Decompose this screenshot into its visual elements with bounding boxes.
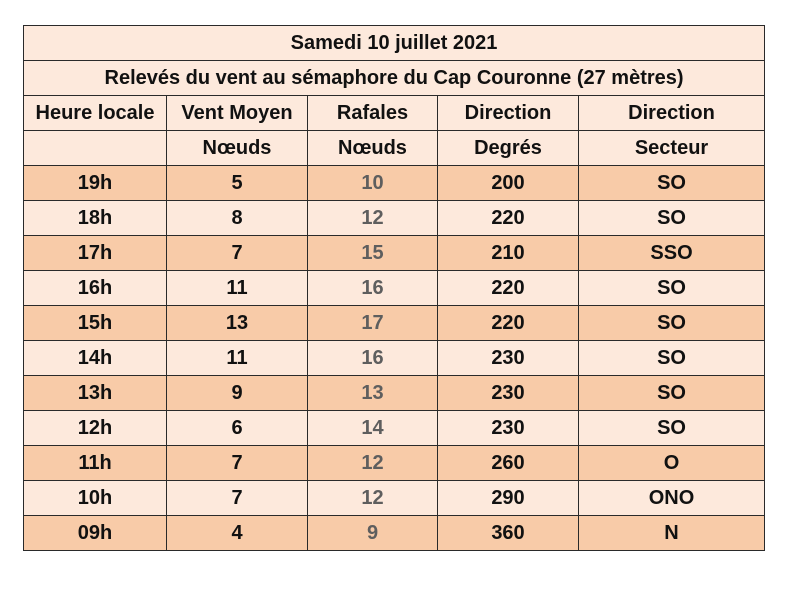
header-direction-degres: Direction bbox=[437, 95, 579, 131]
cell-rafales: 16 bbox=[307, 270, 438, 306]
table-row: 19h 5 10 200 SO bbox=[23, 165, 766, 201]
cell-direction-degres: 230 bbox=[437, 410, 579, 446]
wind-table-body: Samedi 10 juillet 2021 Relevés du vent a… bbox=[22, 25, 766, 551]
unit-direction-degres: Degrés bbox=[437, 130, 579, 166]
cell-vent-moyen: 6 bbox=[166, 410, 308, 446]
cell-heure: 09h bbox=[23, 515, 167, 551]
cell-vent-moyen: 7 bbox=[166, 445, 308, 481]
cell-direction-secteur: SO bbox=[577, 410, 766, 446]
table-row: 14h 11 16 230 SO bbox=[23, 340, 766, 376]
cell-vent-moyen: 7 bbox=[166, 480, 308, 516]
header-heure-locale: Heure locale bbox=[23, 95, 167, 131]
cell-vent-moyen: 4 bbox=[166, 515, 308, 551]
cell-rafales: 12 bbox=[307, 445, 438, 481]
table-row: 17h 7 15 210 SSO bbox=[23, 235, 766, 271]
table-row: 10h 7 12 290 ONO bbox=[23, 480, 766, 516]
cell-vent-moyen: 7 bbox=[166, 235, 308, 271]
cell-direction-secteur: N bbox=[577, 515, 766, 551]
cell-rafales: 15 bbox=[307, 235, 438, 271]
cell-rafales: 17 bbox=[307, 305, 438, 341]
title-row: Samedi 10 juillet 2021 bbox=[22, 25, 766, 61]
cell-direction-degres: 220 bbox=[437, 270, 579, 306]
cell-direction-degres: 200 bbox=[437, 165, 579, 201]
cell-rafales: 12 bbox=[307, 200, 438, 236]
cell-direction-degres: 230 bbox=[437, 340, 579, 376]
cell-rafales: 16 bbox=[307, 340, 438, 376]
cell-direction-degres: 210 bbox=[437, 235, 579, 271]
cell-direction-secteur: ONO bbox=[577, 480, 766, 516]
cell-direction-degres: 360 bbox=[437, 515, 579, 551]
cell-vent-moyen: 11 bbox=[166, 340, 308, 376]
cell-direction-degres: 260 bbox=[437, 445, 579, 481]
cell-heure: 15h bbox=[23, 305, 167, 341]
subtitle-row: Relevés du vent au sémaphore du Cap Cour… bbox=[22, 60, 766, 96]
cell-direction-secteur: SSO bbox=[577, 235, 766, 271]
cell-direction-secteur: SO bbox=[577, 340, 766, 376]
table-row: 12h 6 14 230 SO bbox=[23, 410, 766, 446]
cell-rafales: 9 bbox=[307, 515, 438, 551]
cell-heure: 14h bbox=[23, 340, 167, 376]
cell-rafales: 13 bbox=[307, 375, 438, 411]
table-row: 09h 4 9 360 N bbox=[23, 515, 766, 551]
header-row: Heure locale Vent Moyen Rafales Directio… bbox=[23, 95, 766, 131]
cell-direction-secteur: SO bbox=[577, 375, 766, 411]
cell-rafales: 10 bbox=[307, 165, 438, 201]
cell-direction-secteur: SO bbox=[577, 200, 766, 236]
cell-vent-moyen: 13 bbox=[166, 305, 308, 341]
cell-direction-degres: 290 bbox=[437, 480, 579, 516]
unit-rafales: Nœuds bbox=[307, 130, 438, 166]
header-rafales: Rafales bbox=[307, 95, 438, 131]
cell-vent-moyen: 5 bbox=[166, 165, 308, 201]
cell-heure: 16h bbox=[23, 270, 167, 306]
unit-vent-moyen: Nœuds bbox=[166, 130, 308, 166]
cell-direction-secteur: SO bbox=[577, 305, 766, 341]
unit-heure-locale bbox=[23, 130, 167, 166]
cell-direction-secteur: SO bbox=[577, 165, 766, 201]
cell-heure: 10h bbox=[23, 480, 167, 516]
cell-heure: 18h bbox=[23, 200, 167, 236]
cell-direction-degres: 220 bbox=[437, 200, 579, 236]
header-vent-moyen: Vent Moyen bbox=[166, 95, 308, 131]
unit-direction-secteur: Secteur bbox=[577, 130, 766, 166]
table-row: 13h 9 13 230 SO bbox=[23, 375, 766, 411]
cell-rafales: 14 bbox=[307, 410, 438, 446]
cell-vent-moyen: 9 bbox=[166, 375, 308, 411]
cell-heure: 19h bbox=[23, 165, 167, 201]
table-row: 16h 11 16 220 SO bbox=[23, 270, 766, 306]
cell-direction-degres: 220 bbox=[437, 305, 579, 341]
units-row: Nœuds Nœuds Degrés Secteur bbox=[23, 130, 766, 166]
cell-vent-moyen: 8 bbox=[166, 200, 308, 236]
cell-heure: 11h bbox=[23, 445, 167, 481]
table-title: Samedi 10 juillet 2021 bbox=[22, 25, 766, 61]
wind-table: Samedi 10 juillet 2021 Relevés du vent a… bbox=[22, 25, 766, 551]
header-direction-secteur: Direction bbox=[577, 95, 766, 131]
cell-heure: 17h bbox=[23, 235, 167, 271]
cell-rafales: 12 bbox=[307, 480, 438, 516]
table-subtitle: Relevés du vent au sémaphore du Cap Cour… bbox=[22, 60, 766, 96]
cell-direction-secteur: O bbox=[577, 445, 766, 481]
cell-direction-degres: 230 bbox=[437, 375, 579, 411]
cell-heure: 13h bbox=[23, 375, 167, 411]
cell-heure: 12h bbox=[23, 410, 167, 446]
table-row: 15h 13 17 220 SO bbox=[23, 305, 766, 341]
table-row: 18h 8 12 220 SO bbox=[23, 200, 766, 236]
cell-direction-secteur: SO bbox=[577, 270, 766, 306]
table-row: 11h 7 12 260 O bbox=[23, 445, 766, 481]
cell-vent-moyen: 11 bbox=[166, 270, 308, 306]
